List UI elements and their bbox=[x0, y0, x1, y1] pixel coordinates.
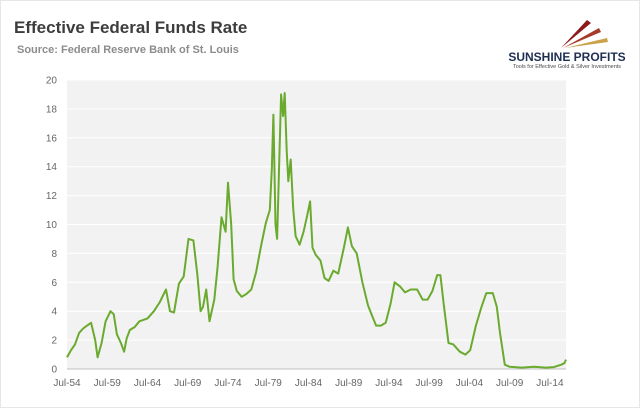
y-tick-label: 20 bbox=[46, 76, 58, 87]
y-tick-label: 16 bbox=[46, 133, 58, 144]
x-tick-label: Jul-74 bbox=[214, 378, 242, 389]
y-tick-label: 4 bbox=[51, 307, 57, 318]
grid-lines bbox=[67, 79, 566, 370]
chart-subtitle: Source: Federal Reserve Bank of St. Loui… bbox=[17, 44, 239, 56]
brand-name: SUNSHINE PROFITS bbox=[508, 50, 626, 64]
y-tick-label: 8 bbox=[51, 249, 57, 260]
y-tick-label: 2 bbox=[51, 336, 57, 347]
sun-rays-logo-icon bbox=[561, 20, 608, 48]
y-tick-label: 6 bbox=[51, 278, 57, 289]
y-tick-label: 10 bbox=[46, 220, 58, 231]
series-line-fed-funds bbox=[66, 92, 567, 369]
x-tick-label: Jul-84 bbox=[295, 378, 323, 389]
y-tick-label: 14 bbox=[46, 162, 58, 173]
x-tick-label: Jul-69 bbox=[174, 378, 202, 389]
y-axis-ticks: 0 2 4 6 8 10 12 14 16 18 20 bbox=[46, 76, 58, 376]
x-tick-label: Jul-99 bbox=[416, 378, 444, 389]
brand-logo: SUNSHINE PROFITS Tools for Effective Gol… bbox=[503, 14, 631, 72]
x-tick-label: Jul-14 bbox=[536, 378, 564, 389]
brand-tagline: Tools for Effective Gold & Silver Invest… bbox=[512, 64, 622, 70]
x-tick-label: Jul-64 bbox=[134, 378, 162, 389]
x-tick-label: Jul-89 bbox=[335, 378, 363, 389]
y-tick-label: 0 bbox=[51, 365, 57, 376]
x-tick-label: Jul-79 bbox=[255, 378, 283, 389]
y-tick-label: 12 bbox=[46, 191, 58, 202]
x-tick-label: Jul-04 bbox=[456, 378, 484, 389]
x-tick-label: Jul-54 bbox=[53, 378, 81, 389]
chart-title: Effective Federal Funds Rate bbox=[14, 18, 248, 37]
x-tick-label: Jul-09 bbox=[496, 378, 524, 389]
y-tick-label: 18 bbox=[46, 104, 58, 115]
x-tick-label: Jul-94 bbox=[375, 378, 403, 389]
x-axis-ticks: Jul-54 Jul-59 Jul-64 Jul-69 Jul-74 Jul-79 Jul-… bbox=[53, 378, 564, 389]
x-tick-label: Jul-59 bbox=[94, 378, 122, 389]
